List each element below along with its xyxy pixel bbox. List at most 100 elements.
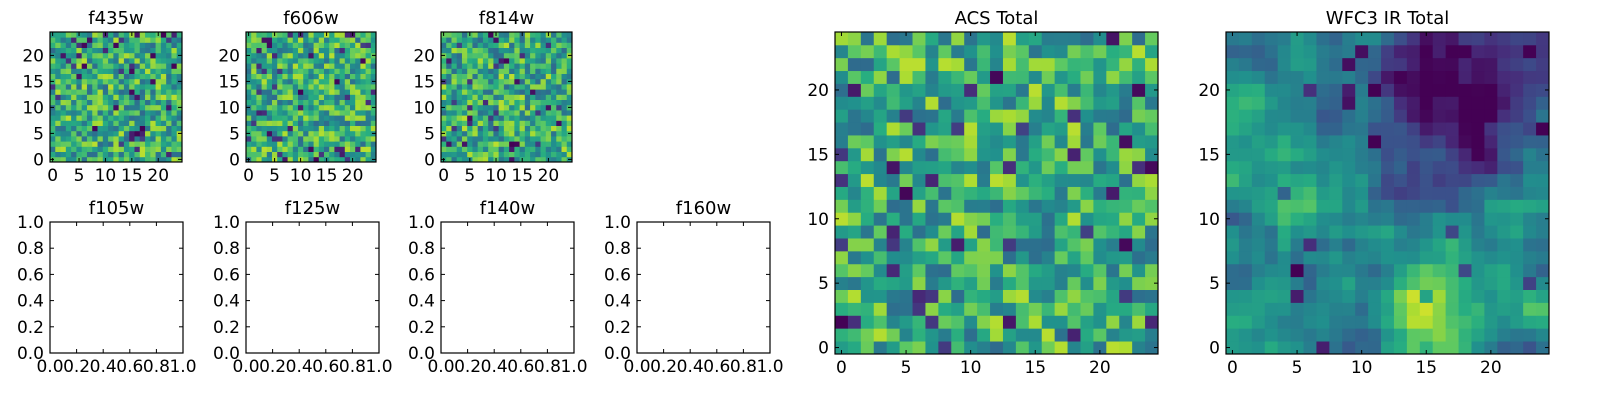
heatmap-cell [160,52,167,59]
heatmap-cell [1355,70,1369,84]
heatmap-cell [166,151,172,158]
heatmap-cell [76,84,83,90]
heatmap-cell [313,130,320,137]
heatmap-cell [938,109,952,123]
heatmap-cell [488,73,494,80]
heatmap-cell [1290,250,1304,265]
heatmap-cell [551,141,557,147]
heatmap-cell [1419,212,1434,226]
heatmap-cell [118,78,125,85]
heatmap-cell [134,104,141,111]
heatmap-cell [1432,186,1447,200]
x-tick-label: 0.8 [339,357,366,377]
heatmap-cell [251,37,257,43]
heatmap-cell [1226,341,1240,355]
heatmap-cell [251,115,257,121]
heatmap-cell [118,99,125,106]
heatmap-cell [355,37,361,43]
heatmap-cell [561,42,568,48]
heatmap-cell [545,130,552,137]
heatmap-cell [1458,263,1472,278]
heatmap-cell [1445,109,1459,123]
heatmap-cell [873,225,888,239]
heatmap-cell [246,146,252,152]
heatmap-cell [155,130,162,137]
heatmap-cell [990,135,1004,149]
heatmap-cell [155,151,162,158]
heatmap-cell [503,73,510,80]
heatmap-cell [370,73,377,80]
heatmap-cell [1497,57,1511,72]
heatmap-cell [938,341,952,355]
heatmap-cell [334,120,340,126]
heatmap-cell [50,58,56,64]
heatmap-cell [272,42,278,48]
heatmap-cell [123,58,130,64]
heatmap-cell [482,94,489,100]
heatmap-cell [1251,276,1266,290]
heatmap-cell [860,32,875,46]
heatmap-cell [1106,199,1120,213]
heatmap-cell [344,141,351,147]
heatmap-cell [540,125,547,132]
heatmap-cell [1355,122,1369,136]
heatmap-cell [535,37,541,43]
heatmap-cell [1342,302,1356,316]
heatmap-cell [318,151,325,158]
heatmap-cell [964,32,978,46]
heatmap-cell [318,125,325,132]
heatmap-cell [298,73,304,80]
heatmap-cell [1238,147,1253,162]
heatmap-cell [329,94,335,100]
heatmap-cell [835,199,849,213]
heatmap-cell [1028,96,1043,110]
heatmap-cell [71,37,77,43]
heatmap-cell [951,302,965,316]
heatmap-cell [86,151,93,158]
heatmap-cell [938,328,952,342]
x-tick-label: 0.4 [90,357,117,377]
heatmap-cell [912,96,926,110]
heatmap-cell [360,120,366,126]
heatmap-cell [503,52,510,59]
heatmap-cell [176,47,183,54]
heatmap-cell [287,42,294,48]
heatmap-cell [1432,70,1447,84]
heatmap-cell [477,63,484,69]
heatmap-cell [97,37,104,43]
heatmap-cell [456,52,463,59]
heatmap-cell [860,263,875,278]
heatmap-cell [524,156,531,163]
heatmap-cell [477,115,484,121]
heatmap-cell [1303,135,1317,149]
heatmap-cell [256,104,262,111]
heatmap-cell [1080,122,1094,136]
x-tick-label: 5 [269,166,280,186]
heatmap-cell [1458,32,1472,46]
heatmap-cell [92,110,98,116]
heatmap-cell [964,263,978,278]
heatmap-cell [1523,250,1537,265]
heatmap-cell [292,104,299,111]
heatmap-cell [108,32,114,38]
heatmap-cell [339,78,346,85]
subplot-title: f435w [88,8,143,29]
heatmap-cell [1510,57,1524,72]
heatmap-cell [76,94,83,100]
heatmap-cell [899,199,913,213]
heatmap-cell [160,89,167,95]
heatmap-cell [251,42,257,48]
heatmap-cell [1028,289,1043,303]
heatmap-cell [308,99,314,106]
heatmap-cell [1080,186,1094,200]
heatmap-cell [1381,263,1395,278]
heatmap-cell [938,160,952,175]
heatmap-cell [1471,212,1485,226]
heatmap-cell [318,104,325,111]
heatmap-cell [938,315,952,329]
heatmap-cell [350,73,356,80]
heatmap-cell [524,99,531,106]
heatmap-cell [370,37,377,43]
heatmap-cell [86,110,93,116]
heatmap-cell [1342,225,1356,239]
